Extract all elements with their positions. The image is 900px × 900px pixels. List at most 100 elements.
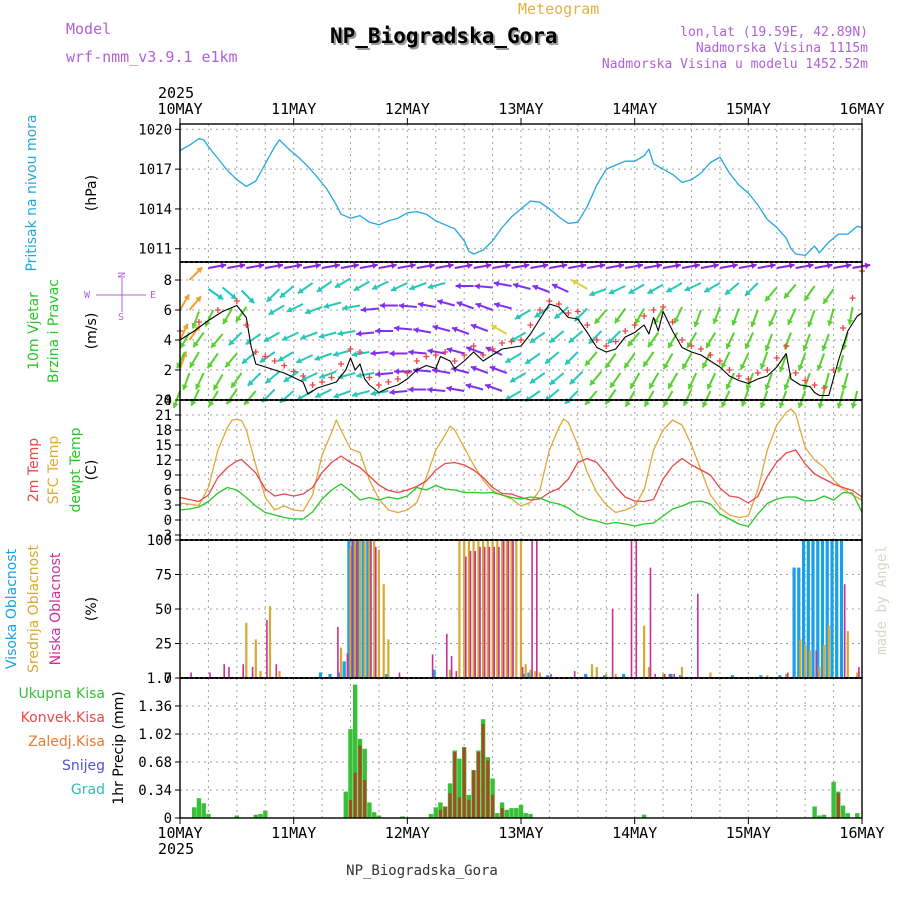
wind-barb-head bbox=[750, 321, 757, 327]
wind-barb-head bbox=[643, 360, 649, 367]
wind-barb-head bbox=[759, 363, 766, 369]
precip-total-bar bbox=[855, 813, 860, 818]
wind-barb-head bbox=[494, 302, 500, 309]
cloud-mid-bar bbox=[538, 672, 541, 678]
cloud-low-bar bbox=[190, 672, 192, 678]
cloud-high-bar bbox=[432, 669, 436, 678]
cloud-high-bar bbox=[385, 673, 389, 678]
wind-gust-marker bbox=[290, 368, 297, 375]
y-tick-label: 9 bbox=[164, 468, 172, 484]
wind-barb-head bbox=[432, 324, 439, 331]
precip-conv-bar bbox=[472, 770, 476, 818]
compass-north: N bbox=[115, 272, 126, 278]
precip-total-bar bbox=[518, 804, 524, 818]
x-tick-label-bottom: 10MAY bbox=[157, 824, 202, 842]
cloud-low-bar bbox=[483, 546, 486, 678]
cloud-mid-bar bbox=[354, 541, 357, 678]
wind-gust-marker bbox=[328, 374, 335, 381]
wind-gust-marker bbox=[612, 338, 619, 345]
wind-barb-head bbox=[554, 312, 561, 319]
wind-barb-head bbox=[628, 288, 635, 294]
wind-gust-marker bbox=[489, 346, 496, 352]
temp-dewpt-line bbox=[179, 483, 863, 528]
cloud-low-bar bbox=[512, 540, 514, 678]
x-tick-label-bottom: 15MAY bbox=[726, 824, 771, 842]
wind-barb-head bbox=[315, 392, 322, 398]
wind-barb-head bbox=[663, 363, 669, 370]
pressure-label: Pritisak na nivou mora bbox=[24, 114, 40, 271]
wind-barb-head bbox=[836, 402, 843, 409]
cloud-high-bar bbox=[352, 540, 356, 678]
wind-gust-marker bbox=[688, 343, 695, 349]
wind-barb-head bbox=[666, 286, 673, 293]
wind-gust-marker bbox=[650, 307, 657, 313]
wind-barb-head bbox=[802, 345, 809, 351]
wind-barb-head bbox=[437, 299, 443, 306]
wind-barb-head bbox=[694, 262, 700, 269]
precip-total-bar bbox=[433, 807, 438, 818]
wind-barb-head bbox=[410, 262, 416, 269]
wind-barb-head bbox=[372, 262, 378, 269]
year-label-top: 2025 bbox=[158, 84, 194, 102]
panel-frame-precip bbox=[179, 677, 863, 819]
cloud-mid-bar bbox=[827, 625, 830, 678]
wind-barb-head bbox=[706, 383, 713, 390]
cloud-mid-bar bbox=[614, 673, 617, 678]
wind-barb-head bbox=[485, 383, 491, 390]
wind-barbs bbox=[172, 262, 871, 409]
wind-barb-head bbox=[721, 401, 727, 408]
wind-barb-head bbox=[764, 345, 771, 351]
x-tick-label-bottom: 12MAY bbox=[385, 824, 430, 842]
wind-barb-head bbox=[759, 402, 766, 408]
precip-total-bar bbox=[192, 807, 197, 818]
wind-barb-head bbox=[323, 302, 330, 309]
precip-conv-bar bbox=[348, 799, 353, 818]
wind-barb-head bbox=[337, 330, 344, 337]
wind-barb-head bbox=[196, 267, 203, 274]
cloud-high-bar bbox=[347, 540, 351, 678]
cloud-mid-bar bbox=[595, 667, 598, 678]
wind-barb-head bbox=[804, 294, 810, 301]
wind-barb-head bbox=[258, 262, 264, 269]
wind-barb-head bbox=[744, 342, 751, 349]
wind-barb-head bbox=[260, 356, 266, 363]
wind-gust-marker bbox=[641, 313, 648, 319]
cloud-low-bar bbox=[635, 540, 638, 678]
wind-barb-head bbox=[475, 302, 482, 309]
x-tick-label-top: 13MAY bbox=[498, 100, 543, 118]
cloud-low-bar bbox=[398, 672, 401, 678]
wind-barb-head bbox=[190, 399, 197, 406]
wind-barb-head bbox=[725, 288, 731, 295]
cloud-low-bar bbox=[465, 556, 467, 678]
wind-barb-head bbox=[408, 386, 414, 393]
wind-barb-head bbox=[504, 262, 511, 269]
wind-barb-head bbox=[277, 262, 283, 269]
model-elevation: Nadmorska Visina u modelu 1452.52m bbox=[601, 57, 868, 72]
precip-conv-bar bbox=[448, 793, 452, 818]
cloud-low-bar bbox=[209, 672, 211, 678]
wind-barb-head bbox=[394, 325, 400, 332]
precip-total-bar bbox=[367, 802, 372, 818]
y-tick-label: 15 bbox=[155, 438, 172, 454]
wind-barb-head bbox=[608, 288, 615, 295]
wind-barb-head bbox=[549, 378, 556, 385]
wind-barb-head bbox=[266, 295, 273, 302]
wind-barb-head bbox=[514, 313, 521, 320]
wind-barb-head bbox=[627, 340, 634, 347]
cloud-low-bar bbox=[843, 584, 846, 678]
wind-gust-marker bbox=[679, 337, 686, 343]
precip-total-bar bbox=[831, 781, 836, 818]
wind-barb-head bbox=[599, 262, 605, 269]
wind-barb-head bbox=[398, 302, 405, 310]
wind-gust-marker bbox=[423, 353, 430, 360]
cloud-mid-bar bbox=[505, 540, 508, 678]
cloud-mid-bar bbox=[823, 644, 826, 678]
precip-total-bar bbox=[504, 809, 509, 818]
cloud-mid-bar bbox=[643, 625, 646, 678]
precip-legend-label: Konvek.Kisa bbox=[21, 710, 105, 726]
wind-barb-head bbox=[634, 318, 641, 325]
cloud-low-bar bbox=[223, 664, 225, 678]
cloud-low-bar bbox=[787, 672, 789, 678]
precip-conv-bar bbox=[500, 808, 504, 818]
wind-barb-head bbox=[183, 294, 190, 301]
